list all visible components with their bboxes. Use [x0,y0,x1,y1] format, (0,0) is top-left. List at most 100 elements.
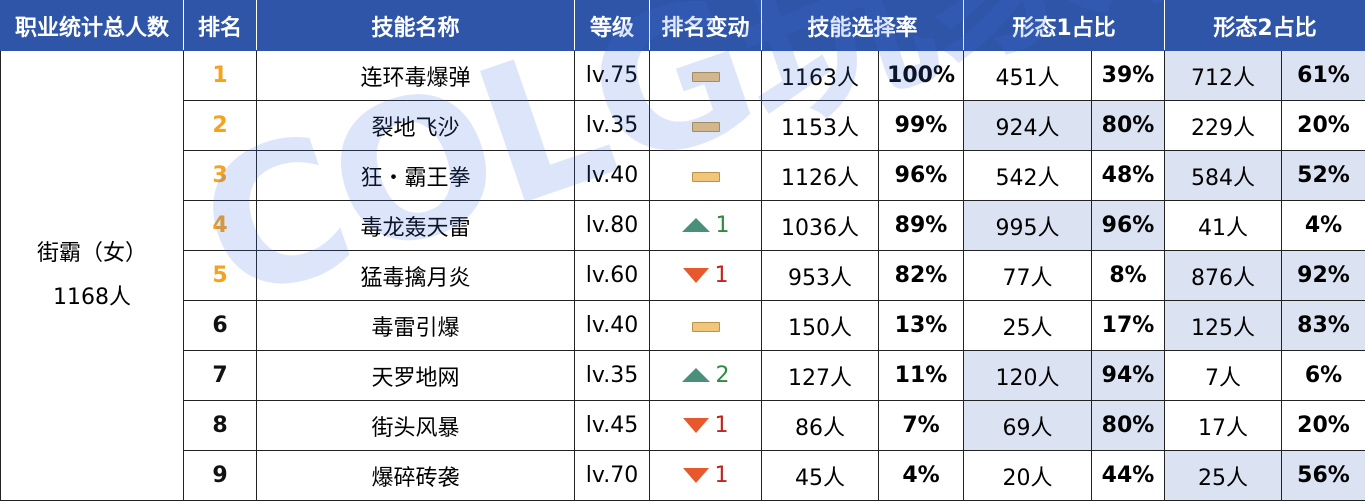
rank-cell: 7 [184,351,257,401]
level-cell: lv.40 [575,151,650,201]
selection-rate-cell: 4% [879,451,964,501]
rank-change-value: 1 [715,413,729,438]
form1-pct-cell: 39% [1092,51,1165,101]
form1-count-cell: 120人 [964,351,1092,401]
class-name: 街霸（女） [1,232,183,276]
rank-change-value: 1 [715,463,729,488]
form2-count-cell: 584人 [1165,151,1282,201]
rank-up-icon [682,218,710,232]
selection-count-cell: 127人 [762,351,879,401]
skill-name-cell: 狂・霸王拳 [257,151,575,201]
form2-count-cell: 229人 [1165,101,1282,151]
form2-count-cell: 7人 [1165,351,1282,401]
selection-count-cell: 150人 [762,301,879,351]
rank-change-cell: 1 [650,201,762,251]
rank-change-value: 2 [716,363,730,388]
header-row: 职业统计总人数 排名 技能名称 等级 排名变动 技能选择率 形态1占比 形态2占… [1,1,1365,51]
header-form1-share: 形态1占比 [964,1,1165,51]
selection-rate-cell: 96% [879,151,964,201]
form2-pct-cell: 92% [1282,251,1365,301]
form1-pct-cell: 80% [1092,401,1165,451]
rank-change-cell: 1 [650,251,762,301]
selection-count-cell: 45人 [762,451,879,501]
rank-change-cell: 2 [650,351,762,401]
selection-rate-cell: 7% [879,401,964,451]
rank-cell: 1 [184,51,257,101]
rank-cell: 5 [184,251,257,301]
header-rank: 排名 [184,1,257,51]
rank-change-value: 1 [716,213,730,238]
selection-rate-cell: 82% [879,251,964,301]
form2-pct-cell: 56% [1282,451,1365,501]
form1-count-cell: 451人 [964,51,1092,101]
rank-cell: 9 [184,451,257,501]
selection-rate-cell: 13% [879,301,964,351]
level-cell: lv.35 [575,351,650,401]
header-level: 等级 [575,1,650,51]
rank-change-cell [650,101,762,151]
no-change-icon [692,322,720,332]
form2-count-cell: 41人 [1165,201,1282,251]
form2-count-cell: 25人 [1165,451,1282,501]
skill-name-cell: 连环毒爆弹 [257,51,575,101]
form1-pct-cell: 48% [1092,151,1165,201]
form1-pct-cell: 94% [1092,351,1165,401]
rank-cell: 3 [184,151,257,201]
selection-rate-cell: 11% [879,351,964,401]
form1-count-cell: 995人 [964,201,1092,251]
form1-count-cell: 20人 [964,451,1092,501]
selection-count-cell: 1163人 [762,51,879,101]
form2-pct-cell: 4% [1282,201,1365,251]
form2-pct-cell: 61% [1282,51,1365,101]
skill-name-cell: 裂地飞沙 [257,101,575,151]
level-cell: lv.70 [575,451,650,501]
form1-count-cell: 25人 [964,301,1092,351]
rank-change-cell [650,151,762,201]
form2-pct-cell: 20% [1282,401,1365,451]
rank-change-cell: 1 [650,451,762,501]
skill-name-cell: 街头风暴 [257,401,575,451]
rank-cell: 6 [184,301,257,351]
form2-count-cell: 17人 [1165,401,1282,451]
form1-pct-cell: 17% [1092,301,1165,351]
rank-change-cell [650,301,762,351]
skill-name-cell: 毒雷引爆 [257,301,575,351]
rank-down-icon [683,468,709,483]
form2-pct-cell: 20% [1282,101,1365,151]
form1-count-cell: 542人 [964,151,1092,201]
rank-change-cell [650,51,762,101]
form1-count-cell: 924人 [964,101,1092,151]
skill-name-cell: 猛毒擒月炎 [257,251,575,301]
form1-pct-cell: 44% [1092,451,1165,501]
header-selection-rate: 技能选择率 [762,1,964,51]
class-total: 1168人 [1,276,183,320]
level-cell: lv.80 [575,201,650,251]
rank-cell: 4 [184,201,257,251]
rank-cell: 2 [184,101,257,151]
no-change-icon [692,122,720,132]
selection-count-cell: 1126人 [762,151,879,201]
form2-count-cell: 712人 [1165,51,1282,101]
header-form2-share: 形态2占比 [1165,1,1365,51]
rank-down-icon [683,418,709,433]
form2-pct-cell: 6% [1282,351,1365,401]
rank-change-cell: 1 [650,401,762,451]
no-change-icon [692,72,720,82]
no-change-icon [692,172,720,182]
level-cell: lv.40 [575,301,650,351]
selection-rate-cell: 99% [879,101,964,151]
selection-count-cell: 953人 [762,251,879,301]
rank-cell: 8 [184,401,257,451]
class-cell: 街霸（女）1168人 [1,51,184,501]
header-rank-change: 排名变动 [650,1,762,51]
rank-change-value: 1 [715,263,729,288]
header-skill-name: 技能名称 [257,1,575,51]
